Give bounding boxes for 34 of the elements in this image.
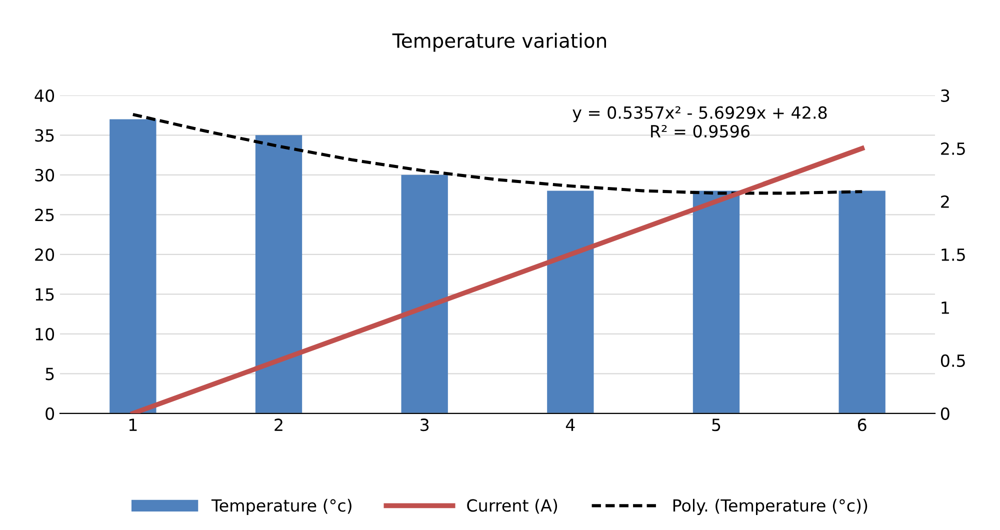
- y-tick-label: 20: [35, 248, 54, 261]
- bar: [838, 190, 886, 414]
- y-tick-label: 25: [35, 208, 54, 222]
- y2-tick-label: 1.5: [942, 248, 965, 261]
- x-tick-label: 5: [712, 418, 720, 432]
- chart-title: Temperature variation: [392, 32, 606, 52]
- y-tick-label: 40: [34, 89, 54, 102]
- bar: [110, 119, 156, 414]
- bar: [547, 190, 594, 414]
- y-tick-label: 30: [35, 168, 54, 182]
- bar: [401, 174, 448, 414]
- y2-tick-label: 2.5: [941, 142, 965, 155]
- y2-tick-label: 3: [941, 89, 950, 102]
- x-tick-label: 2: [274, 418, 282, 431]
- y2-tick-label: 0: [940, 407, 950, 420]
- y-tick-label: 35: [35, 129, 54, 142]
- y-tick-label: 5: [46, 368, 54, 380]
- line-series: [130, 146, 865, 414]
- y-tick-label: 10: [36, 328, 54, 340]
- annotation: y = 0.5357x² - 5.6929x + 42.8 R² = 0.9596: [572, 106, 827, 138]
- x-tick-label: 4: [566, 418, 575, 431]
- legend-label: Temperature (°c): [211, 498, 352, 515]
- legend-label: Poly. (Temperature (°c)): [673, 498, 868, 515]
- x-tick-label: 6: [858, 418, 866, 432]
- x-tick-label: 1: [129, 418, 137, 431]
- legend-label: Current (A): [467, 498, 558, 514]
- y2-tick-label: 1: [942, 302, 949, 314]
- y2-tick-label: 2: [941, 195, 949, 208]
- x-tick-label: 3: [420, 418, 429, 432]
- y-tick-label: 0: [46, 407, 54, 420]
- bar: [255, 135, 302, 414]
- y2-tick-label: 0.5: [940, 354, 965, 367]
- y-tick-label: 15: [36, 288, 54, 301]
- bar: [692, 190, 740, 414]
